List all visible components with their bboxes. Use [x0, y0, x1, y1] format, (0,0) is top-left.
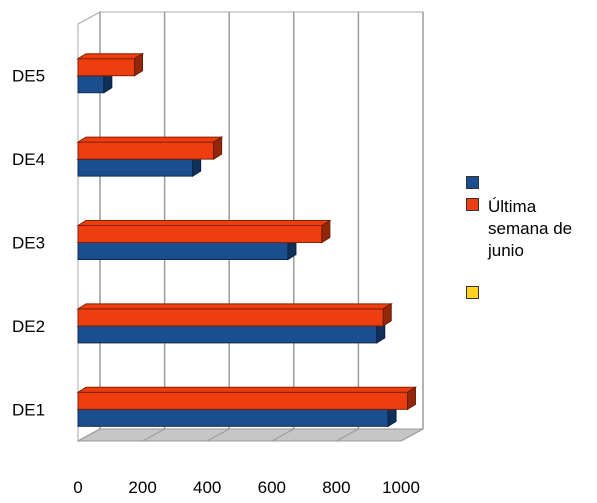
bar-side-de1-series-2 [406, 386, 416, 411]
bar-de5-series-2 [77, 58, 136, 77]
floor [77, 428, 424, 442]
bar-de4-series-2 [77, 141, 215, 160]
bar-de2-series-1 [77, 325, 378, 344]
bar-de2-series-2 [77, 308, 384, 327]
legend-entry-series-2: Última semana de junio [466, 196, 596, 284]
x-tick-label: 400 [193, 478, 221, 497]
legend-entry-series-1 [466, 174, 596, 196]
bars [76, 52, 418, 428]
floor-gridline [336, 428, 359, 442]
legend-swatch-series-1 [466, 176, 479, 189]
floor-gridline [142, 428, 165, 442]
category-label-de5: DE5 [12, 67, 45, 86]
bar-de1-series-2 [77, 391, 408, 410]
legend-entry-series-3 [466, 284, 596, 306]
floor-gridline [271, 428, 295, 442]
legend-swatch-series-2 [466, 198, 479, 211]
x-tick-label: 0 [73, 478, 82, 497]
bar-de4-series-1 [77, 158, 194, 177]
bar-top-de2-series-2 [76, 303, 393, 310]
category-label-de2: DE2 [12, 317, 45, 336]
bar-top-de5-series-2 [76, 53, 145, 60]
bar-side-de4-series-2 [213, 136, 223, 161]
bar-de3-series-2 [77, 225, 323, 243]
floor-gridline [77, 428, 101, 442]
bar-de5-series-1 [77, 75, 105, 94]
x-tick-labels: 0 200 400 600 800 1000 [73, 478, 420, 497]
legend-swatch-series-3 [466, 286, 479, 299]
legend: Última semana de junio [466, 174, 596, 306]
legend-label-series-2: Última semana de junio [488, 197, 573, 260]
category-label-de3: DE3 [12, 234, 45, 253]
bar-side-de5-series-2 [134, 52, 144, 77]
bar-top-de4-series-2 [76, 136, 224, 143]
x-tick-label: 200 [128, 478, 156, 497]
x-tick-label: 600 [258, 478, 286, 497]
bar-side-de3-series-2 [321, 219, 331, 244]
category-label-de1: DE1 [12, 400, 45, 419]
floor-gridline [206, 428, 230, 442]
x-tick-label: 1000 [382, 478, 420, 497]
bar-side-de2-series-2 [382, 302, 392, 327]
category-label-de4: DE4 [12, 150, 45, 169]
bar-de3-series-1 [77, 242, 289, 260]
x-tick-label: 800 [322, 478, 350, 497]
bar-top-de3-series-2 [76, 220, 332, 226]
bar-top-de1-series-2 [76, 386, 418, 393]
bar-de1-series-1 [77, 408, 389, 427]
category-labels: DE1 DE2 DE3 DE4 DE5 [12, 67, 45, 420]
floor-gridline [400, 428, 424, 442]
